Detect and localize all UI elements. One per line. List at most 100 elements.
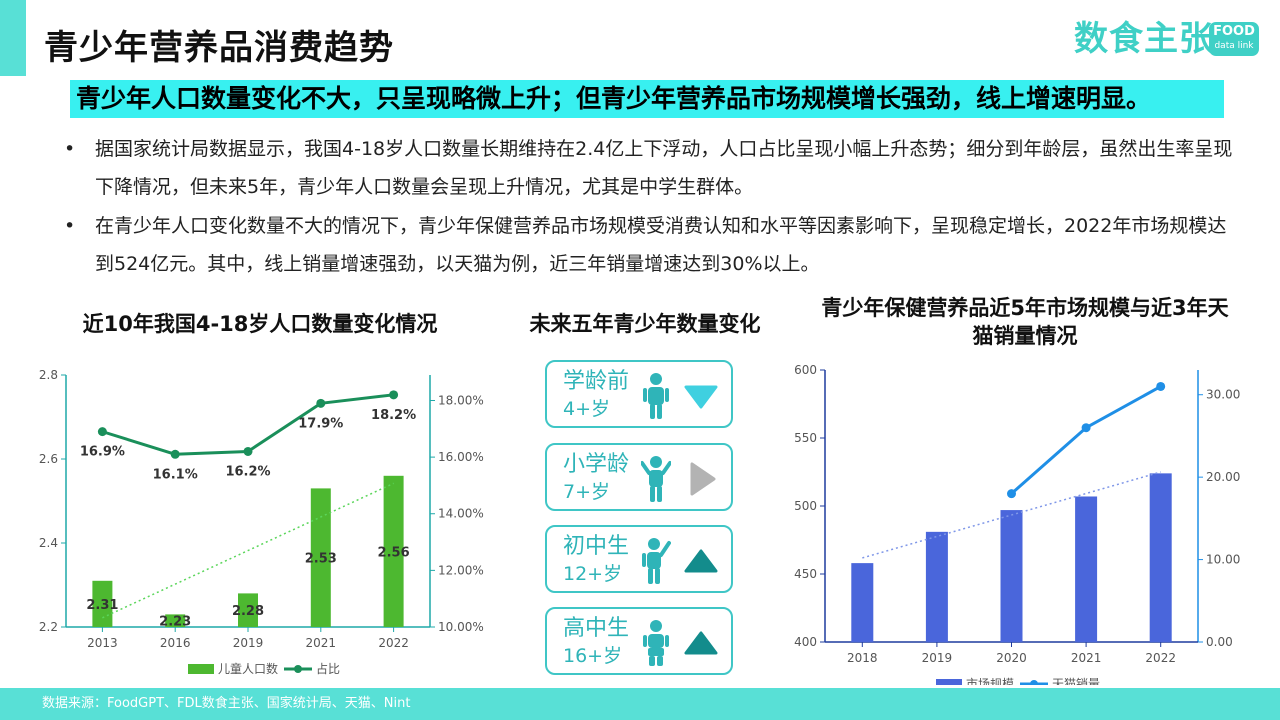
bullet-text: 据国家统计局数据显示，我国4-18岁人口数量长期维持在2.4亿上下浮动，人口占比… [95,138,1233,198]
line-point [389,390,399,400]
line-value-label: 18.2% [371,408,416,423]
bar-value-label: 2.28 [232,604,264,619]
line-point [1007,489,1016,499]
legend-swatch-bar [188,664,214,674]
bar [1000,510,1023,642]
logo-text: 数食主张 [1074,19,1214,59]
y-tick-label: 2.4 [39,536,58,550]
future-card-primary: 小学龄 7+岁 [545,443,733,511]
y-right-tick-label: 10.00 [1206,553,1240,567]
line-point [243,446,253,456]
future-card-preschool: 学龄前 4+岁 [545,360,733,428]
x-tick-label: 2013 [87,636,118,650]
line-point [316,398,326,408]
bullet-text: 在青少年人口变化数量不大的情况下，青少年保健营养品市场规模受消费认知和水平等因素… [95,215,1227,275]
future-card-junior-high: 初中生 12+岁 [545,525,733,593]
legend-swatch-point [294,665,302,673]
line-point [97,427,107,437]
bar [851,563,874,642]
page-title: 青少年营养品消费趋势 [44,28,394,68]
group-label: 初中生 [563,534,630,559]
title-accent-bar [0,0,26,76]
y-tick-label: 500 [794,499,817,513]
group-age: 4+岁 [563,398,611,420]
bar-value-label: 2.23 [159,615,191,630]
x-tick-label: 2019 [922,651,953,665]
y-right-tick-label: 0.00 [1206,635,1233,649]
group-age: 16+岁 [563,645,623,667]
y-tick-label: 550 [794,431,817,445]
trend-flat-icon [690,462,716,496]
y-right-tick-label: 30.00 [1206,388,1240,402]
logo-badge-top: FOOD [1213,24,1255,39]
bar [1149,473,1172,642]
student-waving-icon [642,538,671,584]
y-right-tick-label: 18.00% [438,393,484,407]
bar [238,593,258,627]
group-label: 高中生 [563,616,630,641]
legend-label: 天猫销量 [1052,677,1100,685]
legend-label: 占比 [316,661,340,676]
bar-value-label: 2.56 [378,545,410,560]
population-chart-title: 近10年我国4-18岁人口数量变化情况 [82,312,438,336]
y-right-tick-label: 12.00% [438,563,484,577]
bullet-dot: • [64,138,76,160]
brand-logo: 数食主张 FOOD data link [1074,18,1264,60]
x-tick-label: 2021 [1071,651,1102,665]
line-value-label: 17.9% [298,416,343,431]
y-tick-label: 2.2 [39,620,58,634]
teen-icon [643,620,669,666]
bar [925,531,948,642]
y-right-tick-label: 10.00% [438,620,484,634]
y-tick-label: 2.8 [39,368,58,382]
logo-badge: FOOD data link [1209,22,1259,56]
x-tick-label: 2020 [996,651,1027,665]
line-series [101,393,394,456]
bar-value-label: 2.53 [305,552,337,567]
bullet-dot: • [64,215,76,237]
market-chart-title: 青少年保健营养品近5年市场规模与近3年天猫销量情况 [821,296,1229,348]
footer-bar: 数据来源：FoodGPT、FDL数食主张、国家统计局、天猫、Nint [0,688,1280,720]
line-point [1081,423,1091,433]
line-value-label: 16.9% [80,445,125,460]
child-icon [643,373,669,419]
legend-swatch-point [1030,680,1038,685]
y-right-tick-label: 16.00% [438,450,484,464]
legend-swatch-bar [936,679,962,685]
logo-badge-bottom: data link [1214,41,1254,51]
line-series [1010,385,1162,495]
y-tick-label: 600 [794,363,817,377]
y-tick-label: 400 [794,635,817,649]
y-right-tick-label: 20.00 [1206,470,1240,484]
x-tick-label: 2022 [378,636,409,650]
bar [1075,496,1098,642]
bar [165,614,186,627]
future-chart-title: 未来五年青少年数量变化 [529,312,761,336]
y-right-tick-label: 14.00% [438,507,484,521]
line-point [170,449,180,459]
legend-label: 市场规模 [966,676,1014,685]
group-age: 12+岁 [563,563,623,585]
data-source: 数据来源：FoodGPT、FDL数食主张、国家统计局、天猫、Nint [42,696,411,711]
trend-up-icon [684,549,718,573]
population-chart: 2.2 2.4 2.6 2.8 10.00% 12.00% 14.00% 16.00% 18.0… [39,368,484,676]
y-tick-label: 2.6 [39,452,58,466]
future-card-senior-high: 高中生 16+岁 [545,607,733,675]
x-tick-label: 2016 [160,636,191,650]
x-tick-label: 2021 [306,636,337,650]
market-chart: 400 450 500 550 600 0.00 10.00 20.00 30.00 2018 20… [794,363,1240,685]
bar [310,488,331,627]
x-tick-label: 2018 [847,651,878,665]
line-value-label: 16.1% [153,467,198,482]
trend-down-icon [684,385,718,409]
group-label: 小学龄 [563,452,630,477]
headline-banner: 青少年人口数量变化不大，只呈现略微上升；但青少年营养品市场规模增长强劲，线上增速… [70,80,1224,118]
line-value-label: 16.2% [225,464,270,479]
legend-label: 儿童人口数 [218,661,278,676]
trend-line [862,471,1161,559]
bar [383,475,404,627]
line-point [1156,381,1166,391]
trend-up-icon [684,631,718,655]
group-label: 学龄前 [563,369,630,394]
x-tick-label: 2022 [1145,651,1176,665]
